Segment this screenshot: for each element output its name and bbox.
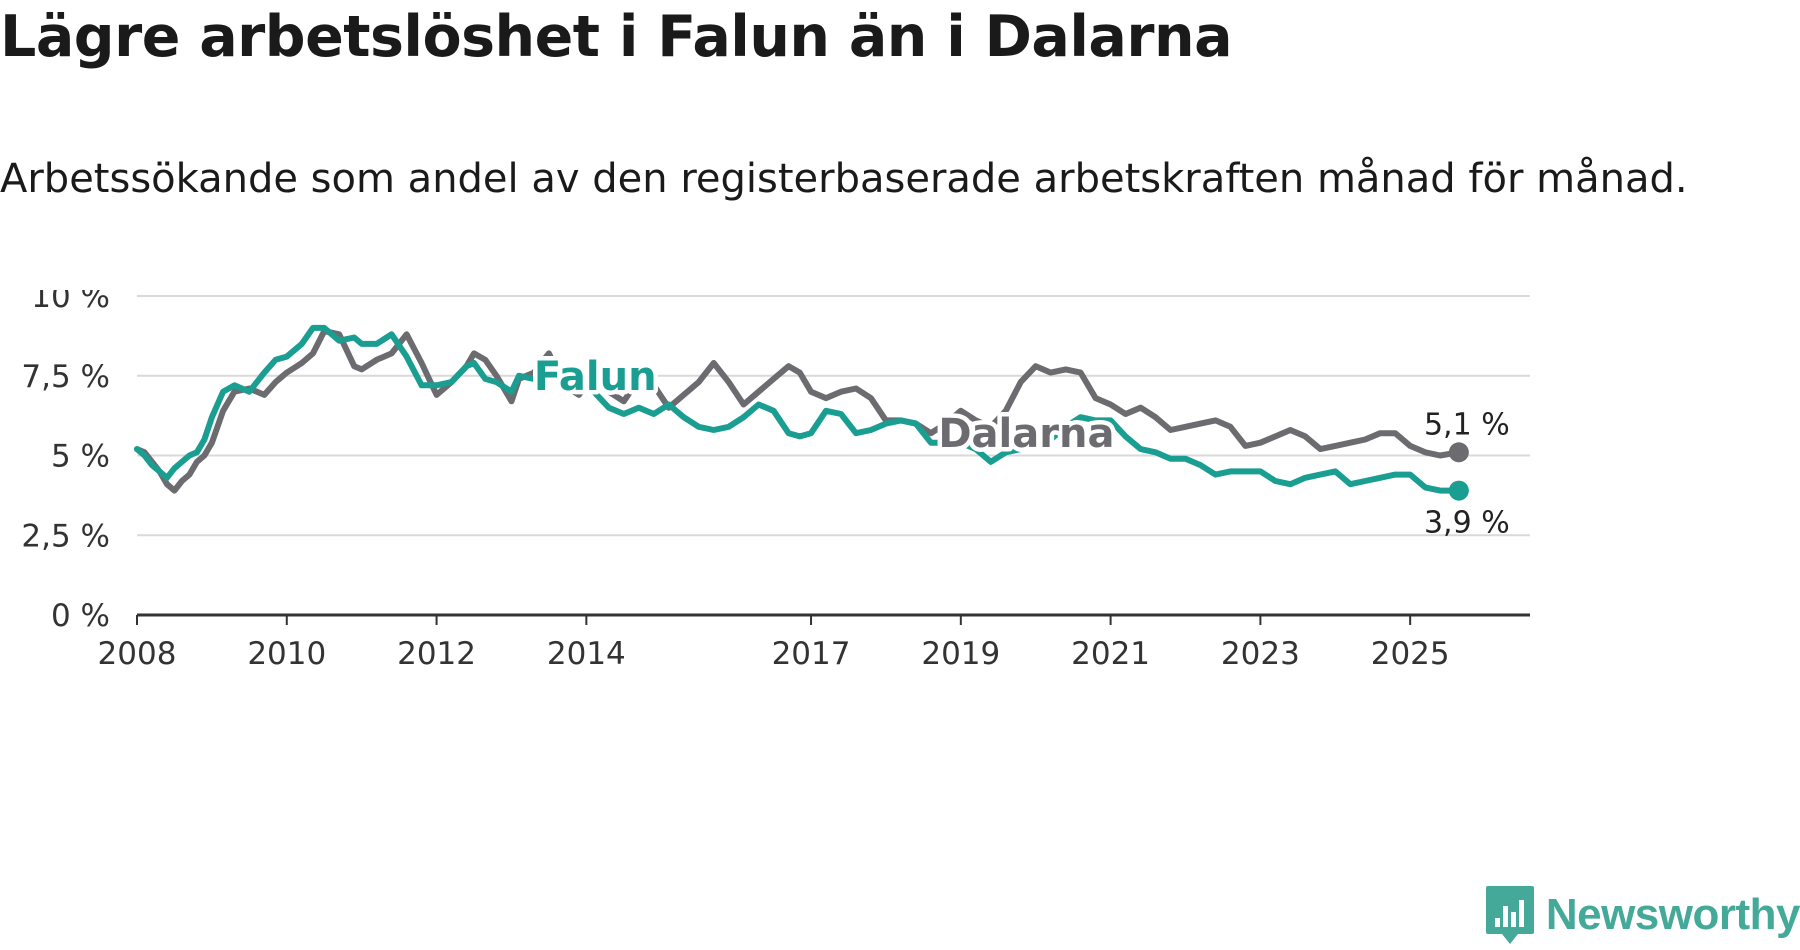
label-layer: Dalarna Falun 5,1 % 3,9 % <box>529 349 1510 541</box>
line-chart: 0 % 2,5 % 5 % 7,5 % 10 % 2008 2010 2012 2014 2017… <box>21 290 1530 672</box>
brand-logo: Newsworthy <box>1484 880 1800 950</box>
y-tick-label: 2,5 % <box>21 518 110 554</box>
x-tick-label: 2014 <box>547 636 626 672</box>
newsworthy-logo-icon <box>1485 886 1534 944</box>
x-tick-label: 2023 <box>1221 636 1300 672</box>
end-point-dalarna <box>1448 442 1469 463</box>
x-tick-label: 2012 <box>397 636 476 672</box>
y-tick-label: 7,5 % <box>21 359 110 395</box>
x-tick-label: 2025 <box>1371 636 1450 672</box>
series-layer <box>134 324 1469 501</box>
y-tick-label: 5 % <box>51 439 110 475</box>
y-tick-label: 0 % <box>51 598 110 634</box>
y-tick-label: 10 % <box>31 290 110 315</box>
x-tick-label: 2008 <box>98 636 177 672</box>
chart-subtitle: Arbetssökande som andel av den registerb… <box>0 156 1688 202</box>
axis-layer: 0 % 2,5 % 5 % 7,5 % 10 % 2008 2010 2012 2014 2017… <box>21 290 1530 672</box>
x-tick-label: 2019 <box>921 636 1000 672</box>
chart-title: Lägre arbetslöshet i Falun än i Dalarna <box>0 4 1233 70</box>
series-label-falun: Falun <box>534 354 657 400</box>
brand-name: Newsworthy <box>1545 890 1800 939</box>
end-value-label-falun: 3,9 % <box>1424 506 1510 541</box>
end-value-label-dalarna: 5,1 % <box>1424 407 1510 442</box>
x-tick-label: 2017 <box>772 636 851 672</box>
x-tick-label: 2021 <box>1071 636 1150 672</box>
x-tick-label: 2010 <box>247 636 326 672</box>
series-label-dalarna: Dalarna <box>938 411 1114 457</box>
grid-layer <box>137 295 1530 537</box>
series-line-falun <box>134 324 1462 494</box>
end-point-falun <box>1448 480 1469 501</box>
series-line-dalarna <box>134 328 1462 494</box>
